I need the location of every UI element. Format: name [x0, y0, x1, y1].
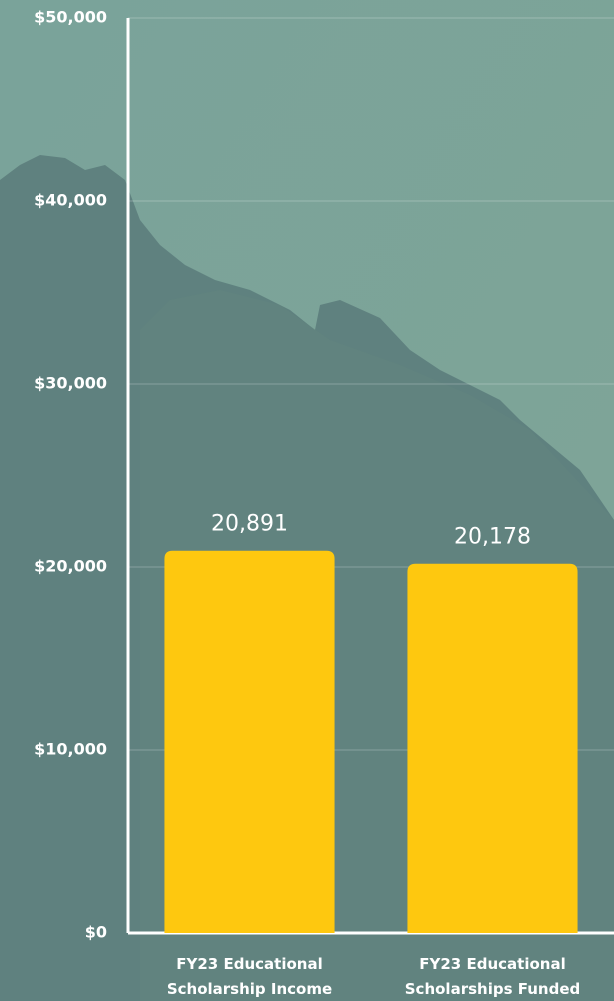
y-tick-label: $0 [85, 923, 107, 942]
x-tick-label: FY23 Educational Scholarship Income [166, 955, 333, 998]
y-tick-label: $40,000 [34, 191, 107, 210]
y-tick-label: $10,000 [34, 740, 107, 759]
value-label: 20,891 [211, 512, 288, 537]
bar [164, 550, 335, 933]
x-tick-label: FY23 Educational Scholarships Funded [404, 955, 581, 998]
bar [407, 563, 578, 933]
y-tick-label: $30,000 [34, 374, 107, 393]
y-tick-label: $50,000 [34, 8, 107, 27]
value-label: 20,178 [454, 525, 531, 550]
y-tick-label: $20,000 [34, 557, 107, 576]
